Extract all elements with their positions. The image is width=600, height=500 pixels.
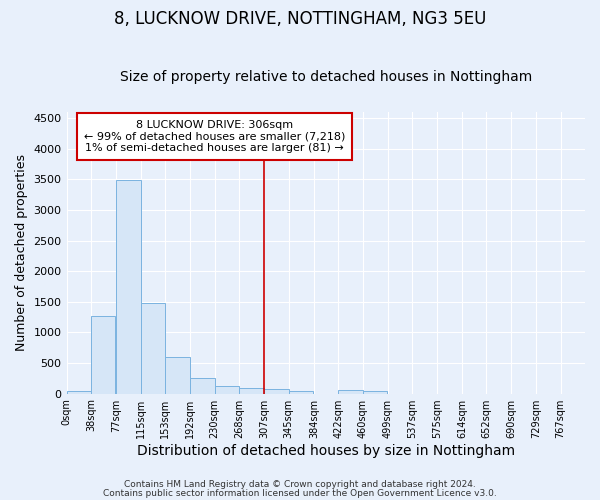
Text: 8, LUCKNOW DRIVE, NOTTINGHAM, NG3 5EU: 8, LUCKNOW DRIVE, NOTTINGHAM, NG3 5EU — [114, 10, 486, 28]
X-axis label: Distribution of detached houses by size in Nottingham: Distribution of detached houses by size … — [137, 444, 515, 458]
Bar — [215, 386, 239, 394]
Bar — [289, 390, 313, 394]
Bar — [116, 180, 140, 394]
Text: Contains HM Land Registry data © Crown copyright and database right 2024.: Contains HM Land Registry data © Crown c… — [124, 480, 476, 489]
Bar — [239, 388, 263, 394]
Bar — [338, 390, 363, 394]
Title: Size of property relative to detached houses in Nottingham: Size of property relative to detached ho… — [119, 70, 532, 85]
Y-axis label: Number of detached properties: Number of detached properties — [15, 154, 28, 352]
Bar — [91, 316, 115, 394]
Bar — [67, 390, 91, 394]
Bar — [264, 390, 289, 394]
Bar — [165, 358, 190, 394]
Text: 8 LUCKNOW DRIVE: 306sqm  
← 99% of detached houses are smaller (7,218)
1% of sem: 8 LUCKNOW DRIVE: 306sqm ← 99% of detache… — [84, 120, 346, 153]
Bar — [190, 378, 215, 394]
Bar — [140, 303, 165, 394]
Text: Contains public sector information licensed under the Open Government Licence v3: Contains public sector information licen… — [103, 488, 497, 498]
Bar — [363, 390, 387, 394]
